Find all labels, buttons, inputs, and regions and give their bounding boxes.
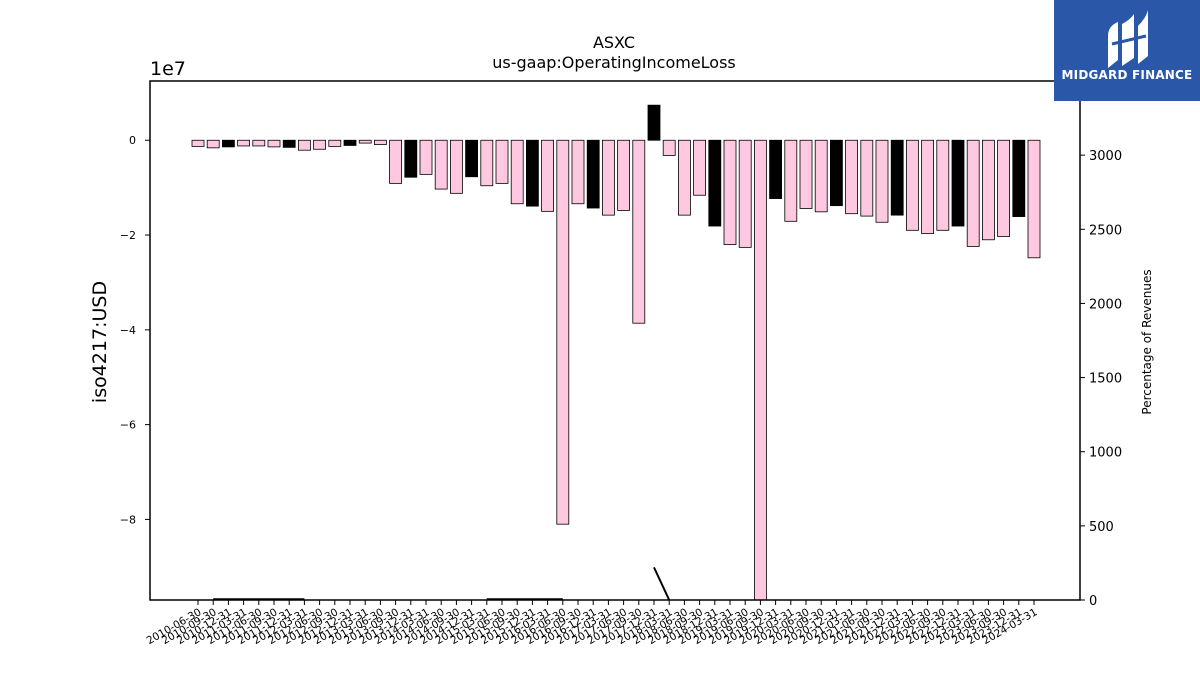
bar xyxy=(252,139,266,147)
bar xyxy=(389,139,403,184)
percentage-line xyxy=(653,566,671,601)
bar xyxy=(997,139,1010,237)
bar xyxy=(480,139,494,187)
chart-title: ASXC xyxy=(593,33,635,52)
bar xyxy=(936,139,950,231)
bar xyxy=(754,139,767,601)
bar xyxy=(267,139,281,148)
bar xyxy=(556,139,570,525)
bar xyxy=(373,139,387,145)
plot-frame xyxy=(149,80,1081,601)
percentage-series xyxy=(213,566,671,601)
bar xyxy=(632,139,646,324)
bar xyxy=(328,139,342,147)
bar xyxy=(465,139,479,178)
y2-axis-ticks: 0 500 1000 1500 2000 2500 3000 xyxy=(1080,149,1122,609)
y-axis-label: iso4217:USD xyxy=(89,281,111,403)
y-tick-label: −4 xyxy=(120,324,136,337)
y2-tick-label: 2000 xyxy=(1089,297,1122,312)
bar xyxy=(221,139,235,148)
y2-tick-label: 1500 xyxy=(1089,372,1122,387)
bar xyxy=(495,139,509,184)
bar xyxy=(404,139,418,178)
bar xyxy=(890,139,904,216)
bar xyxy=(906,139,919,231)
bar xyxy=(541,139,554,212)
bar xyxy=(510,139,524,205)
bar xyxy=(708,139,722,227)
y2-tick-label: 500 xyxy=(1089,520,1114,535)
bar xyxy=(434,139,448,190)
y2-tick-label: 3000 xyxy=(1089,149,1122,164)
bar xyxy=(617,139,630,211)
bar xyxy=(982,139,995,241)
bar xyxy=(282,139,296,148)
bar xyxy=(526,139,539,207)
y2-tick-label: 2500 xyxy=(1089,223,1122,238)
bar xyxy=(738,139,752,248)
bar xyxy=(966,139,980,247)
bar xyxy=(647,104,661,141)
y-tick-label: 0 xyxy=(129,134,136,147)
bar xyxy=(662,139,676,156)
y-offset-label: 1e7 xyxy=(150,58,186,80)
bar xyxy=(814,139,828,213)
bar xyxy=(358,139,372,144)
bar xyxy=(921,139,934,235)
bar xyxy=(830,139,843,207)
watermark-logo: MIDGARD FINANCE xyxy=(1054,0,1200,101)
bar xyxy=(723,139,737,245)
bar-series xyxy=(191,104,1041,601)
y-axis-ticks: 0 −2 −4 −6 −8 xyxy=(120,134,150,526)
bar xyxy=(1012,139,1026,217)
bar xyxy=(571,139,585,205)
bar xyxy=(799,139,813,209)
bar xyxy=(297,139,311,151)
bar xyxy=(875,139,889,223)
bar xyxy=(860,139,874,217)
bar xyxy=(237,139,251,147)
bar xyxy=(206,139,220,149)
bar xyxy=(586,139,600,209)
y2-axis-label: Percentage of Revenues xyxy=(1140,269,1154,414)
bar xyxy=(678,139,691,216)
x-axis-ticks: 2010-06-302010-09-302010-12-312011-03-31… xyxy=(145,600,1040,647)
bar xyxy=(602,139,615,216)
y2-tick-label: 1000 xyxy=(1089,446,1122,461)
bar xyxy=(769,139,782,199)
midgard-logo-icon xyxy=(1108,10,1148,68)
y2-tick-label: 0 xyxy=(1089,594,1097,609)
bar xyxy=(419,139,433,175)
y-tick-label: −6 xyxy=(120,419,136,432)
bar xyxy=(1027,139,1041,259)
bar xyxy=(951,139,965,227)
bar xyxy=(784,139,798,222)
watermark-text: MIDGARD FINANCE xyxy=(1061,68,1193,82)
y-tick-label: −8 xyxy=(120,513,136,526)
bar xyxy=(449,139,463,194)
chart-subtitle: us-gaap:OperatingIncomeLoss xyxy=(492,53,736,72)
bar xyxy=(693,139,706,196)
bar xyxy=(313,139,327,150)
y-tick-label: −2 xyxy=(120,229,136,242)
bar xyxy=(343,139,357,146)
bar xyxy=(191,139,205,147)
bar xyxy=(845,139,858,215)
